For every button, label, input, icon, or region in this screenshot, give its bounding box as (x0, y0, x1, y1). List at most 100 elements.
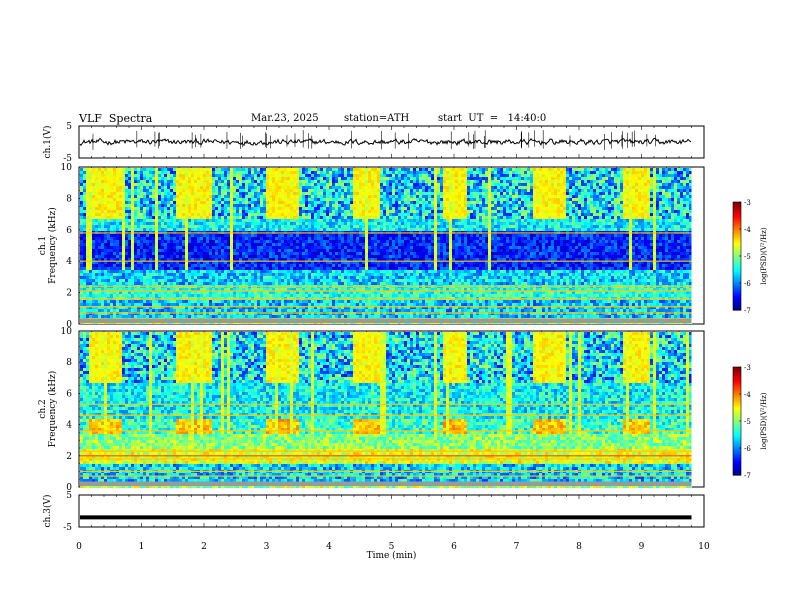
spectrogram-cell (260, 252, 263, 255)
spectrogram-cell (200, 255, 203, 258)
spectrogram-cell (179, 186, 182, 189)
spectrogram-cell (260, 291, 263, 294)
spectrogram-cell (221, 240, 224, 243)
spectrogram-cell (215, 195, 218, 198)
spectrogram-cell (173, 264, 176, 267)
spectrogram-cell (335, 303, 338, 306)
spectrogram-cell (83, 195, 86, 198)
spectrogram-cell (290, 267, 293, 270)
spectrogram-cell (341, 243, 344, 246)
spectrogram-cell (116, 228, 119, 231)
spectrogram-cell (125, 183, 128, 186)
spectrogram-cell (278, 303, 281, 306)
spectrogram-cell (218, 276, 221, 279)
spectrogram-cell (344, 267, 347, 270)
spectrogram-cell (260, 201, 263, 204)
spectrogram-cell (155, 183, 158, 186)
spectrogram-cell (311, 246, 314, 249)
spectrogram-cell (248, 249, 251, 252)
spectrogram-cell (218, 225, 221, 228)
spectrogram-cell (221, 273, 224, 276)
spectrogram-cell (248, 270, 251, 273)
spectrogram-cell (320, 219, 323, 222)
spectrogram-cell (173, 246, 176, 249)
spectrogram-cell (86, 174, 89, 177)
spectrogram-cell (266, 255, 269, 258)
spectrogram-cell (290, 219, 293, 222)
spectrogram-cell (233, 180, 236, 183)
spectrogram-cell (344, 168, 347, 171)
spectrogram-cell (347, 282, 350, 285)
spectrogram-cell (305, 216, 308, 219)
spectrogram-cell (266, 309, 269, 312)
spectrogram-cell (251, 234, 254, 237)
spectrogram-cell (125, 222, 128, 225)
spectrogram-cell (116, 291, 119, 294)
spectrogram-cell (200, 306, 203, 309)
spectrogram-cell (92, 177, 95, 180)
spectrogram-cell (263, 189, 266, 192)
spectrogram-cell (305, 180, 308, 183)
spectrogram-cell (209, 228, 212, 231)
spectrogram-cell (161, 246, 164, 249)
spectrogram-cell (185, 180, 188, 183)
spectrogram-cell (146, 171, 149, 174)
spectrogram-cell (299, 273, 302, 276)
spectrogram-cell (290, 210, 293, 213)
spectrogram-cell (116, 264, 119, 267)
spectrogram-cell (146, 177, 149, 180)
spectrogram-cell (179, 180, 182, 183)
spectrogram-cell (116, 210, 119, 213)
spectrogram-cell (227, 267, 230, 270)
spectrogram-cell (122, 258, 125, 261)
spectrogram-cell (230, 276, 233, 279)
spectrogram-cell (224, 258, 227, 261)
spectrogram-cell (98, 189, 101, 192)
spectrogram-cell (224, 198, 227, 201)
spectrogram-cell (107, 315, 110, 318)
spectrogram-cell (179, 255, 182, 258)
spectrogram-cell (212, 216, 215, 219)
spectrogram-cell (200, 174, 203, 177)
spectrogram-cell (110, 300, 113, 303)
spectrogram-cell (329, 177, 332, 180)
spectrogram-cell (203, 195, 206, 198)
spectrogram-cell (299, 261, 302, 264)
spectrogram-cell (149, 186, 152, 189)
spectrogram-cell (302, 228, 305, 231)
spectrogram-cell (170, 282, 173, 285)
spectrogram-cell (254, 219, 257, 222)
spectrogram-cell (86, 267, 89, 270)
spectrogram-cell (107, 264, 110, 267)
spectrogram-cell (269, 294, 272, 297)
spectrogram-cell (269, 198, 272, 201)
spectrogram-cell (86, 270, 89, 273)
spectrogram-cell (311, 198, 314, 201)
spectrogram-cell (92, 279, 95, 282)
spectrogram-cell (224, 192, 227, 195)
spectrogram-cell (293, 216, 296, 219)
spectrogram-cell (239, 288, 242, 291)
spectrogram-cell (314, 294, 317, 297)
spectrogram-cell (269, 258, 272, 261)
spectrogram-cell (236, 315, 239, 318)
spectrogram-cell (158, 195, 161, 198)
spectrogram-cell (347, 225, 350, 228)
spectrogram-cell (116, 279, 119, 282)
spectrogram-cell (209, 177, 212, 180)
spectrogram-cell (215, 270, 218, 273)
spectrogram-cell (113, 246, 116, 249)
spectrogram-cell (287, 177, 290, 180)
spectrogram-cell (227, 279, 230, 282)
spectrogram-cell (143, 213, 146, 216)
spectrogram-cell (260, 222, 263, 225)
spectrogram-cell (149, 303, 152, 306)
spectrogram-cell (89, 168, 92, 171)
spectrogram-cell (236, 303, 239, 306)
spectrogram-cell (275, 195, 278, 198)
spectrogram-cell (212, 261, 215, 264)
spectrogram-cell (302, 219, 305, 222)
spectrogram-cell (134, 267, 137, 270)
spectrogram-cell (152, 189, 155, 192)
spectrogram-cell (119, 228, 122, 231)
